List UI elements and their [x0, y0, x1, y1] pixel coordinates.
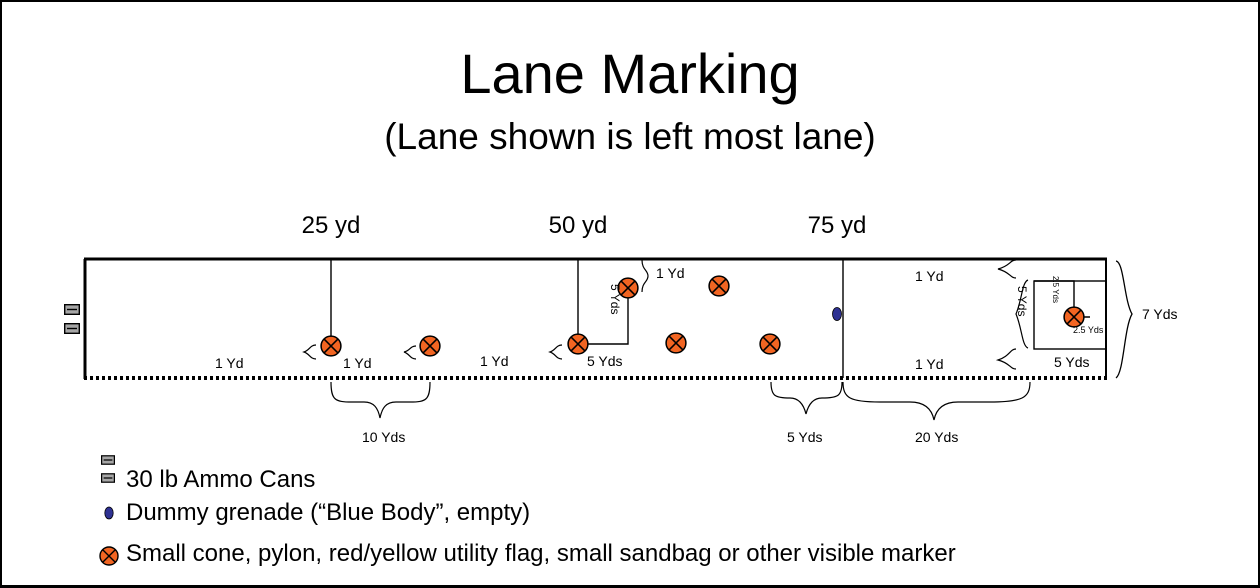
ammo-can-icon: [101, 455, 115, 465]
label-5yds: 5 Yds: [787, 429, 823, 445]
distance-marker-25: 25 yd: [302, 212, 361, 239]
slide-title: Lane Marking: [460, 42, 800, 105]
label-10yds: 10 Yds: [362, 429, 405, 445]
distance-marker-75: 75 yd: [808, 212, 867, 239]
label-5yds: 5 Yds: [587, 353, 623, 369]
legend-cone-label: Small cone, pylon, red/yellow utility fl…: [126, 540, 956, 567]
brace-7yds: [1115, 260, 1133, 379]
brace-1yd-25: [302, 344, 317, 360]
ammo-can-icon: [101, 473, 115, 483]
grenade-icon: [104, 506, 114, 520]
label-1yd: 1 Yd: [915, 356, 944, 372]
brace-5yds-end: [1015, 279, 1029, 349]
label-20yds: 20 Yds: [915, 429, 958, 445]
grenade-icon: [832, 307, 842, 321]
box-50-yd: [578, 288, 629, 345]
label-7yds: 7 Yds: [1142, 306, 1178, 322]
label-1yd: 1 Yd: [343, 355, 372, 371]
cone-icon: [320, 335, 342, 357]
label-1yd: 1 Yd: [215, 355, 244, 371]
label-5yds: 5 Yds: [1054, 354, 1090, 370]
brace-1yd-50: [548, 344, 563, 360]
brace-1yd-35: [403, 345, 417, 360]
label-1yd: 1 Yd: [480, 353, 509, 369]
ammo-can-icon: [64, 304, 80, 315]
brace-20yds: [842, 381, 1031, 421]
cone-icon: [708, 275, 730, 297]
distance-marker-50: 50 yd: [549, 212, 608, 239]
cone-icon: [567, 333, 589, 355]
brace-1yd-end-bottom: [995, 348, 1017, 370]
cone-icon: [1063, 306, 1085, 328]
label-5yds-vertical: 5 Yds: [1015, 286, 1029, 316]
brace-10yds: [330, 381, 431, 419]
cone-icon: [99, 546, 119, 566]
label-5yds-vertical: 5 Yds: [608, 284, 622, 314]
brace-1yd-end-top: [997, 259, 1017, 279]
label-2-5yds-vertical: 2.5 Yds: [1051, 276, 1060, 303]
legend-ammo-label: 30 lb Ammo Cans: [126, 466, 316, 493]
cone-icon: [759, 333, 781, 355]
brace-5yds-bottom: [770, 381, 843, 415]
label-1yd: 1 Yd: [656, 265, 685, 281]
legend-grenade-label: Dummy grenade (“Blue Body”, empty): [126, 499, 531, 526]
cone-icon: [419, 335, 441, 357]
label-1yd: 1 Yd: [915, 268, 944, 284]
label-2-5yds: 2.5 Yds: [1073, 325, 1104, 335]
brace-1yd-top-50: [641, 259, 649, 293]
slide-subtitle: (Lane shown is left most lane): [384, 116, 876, 157]
ammo-can-icon: [64, 323, 80, 334]
cone-icon: [665, 332, 687, 354]
